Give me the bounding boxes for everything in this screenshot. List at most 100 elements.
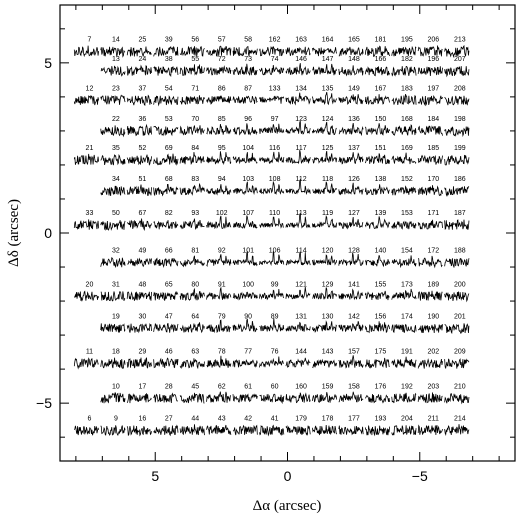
spectrum-trace bbox=[73, 219, 100, 230]
spectrum-trace bbox=[338, 321, 364, 333]
spectrum-trace bbox=[444, 323, 470, 335]
spectrum-trace bbox=[206, 391, 232, 403]
fiber-id-label: 85 bbox=[218, 116, 226, 123]
fiber-id-label: 191 bbox=[401, 349, 413, 356]
fiber-id-label: 92 bbox=[218, 248, 226, 255]
spectrum-trace bbox=[179, 287, 205, 301]
fiber-id-label: 159 bbox=[322, 383, 334, 390]
spectrum-trace bbox=[100, 357, 126, 369]
spectrum-trace bbox=[153, 95, 179, 107]
spectrum-trace bbox=[232, 424, 258, 436]
fiber-id-label: 9 bbox=[114, 415, 118, 422]
fiber-id-label: 52 bbox=[138, 145, 146, 152]
spectrum-trace bbox=[364, 45, 390, 57]
spectrum-trace bbox=[232, 95, 258, 104]
spectrum-trace bbox=[100, 185, 126, 197]
spectrum-trace bbox=[232, 181, 258, 196]
fiber-id-label: 202 bbox=[428, 349, 440, 356]
fiber-id-label: 190 bbox=[428, 313, 440, 320]
fiber-id-label: 27 bbox=[165, 415, 173, 422]
fiber-id-label: 21 bbox=[86, 145, 94, 152]
fiber-id-label: 199 bbox=[454, 145, 466, 152]
spectrum-trace bbox=[417, 290, 443, 301]
fiber-id-label: 178 bbox=[322, 415, 334, 422]
fiber-id-label: 43 bbox=[218, 415, 226, 422]
spectrum-trace bbox=[126, 184, 152, 196]
fiber-id-label: 152 bbox=[401, 176, 413, 183]
fiber-id-label: 170 bbox=[428, 176, 440, 183]
fiber-id-label: 101 bbox=[242, 248, 254, 255]
spectrum-trace bbox=[126, 291, 152, 301]
y-axis-title: Δδ (arcsec) bbox=[6, 199, 22, 267]
spectrum-trace bbox=[206, 286, 232, 300]
spectrum-trace bbox=[126, 64, 152, 76]
fiber-id-label: 106 bbox=[269, 248, 281, 255]
spectrum-trace bbox=[232, 291, 258, 301]
spectrum-trace bbox=[153, 357, 179, 369]
fiber-id-label: 55 bbox=[191, 56, 199, 63]
spectrum-trace bbox=[364, 425, 391, 437]
spectrum-trace bbox=[285, 251, 311, 266]
fiber-id-label: 157 bbox=[348, 349, 360, 356]
fiber-id-label: 11 bbox=[86, 349, 93, 356]
x-axis-title: Δα (arcsec) bbox=[253, 498, 322, 514]
spectrum-trace bbox=[153, 125, 179, 137]
spectrum-trace bbox=[179, 358, 205, 370]
fiber-id-label: 126 bbox=[348, 176, 360, 183]
spectrum-trace bbox=[338, 288, 364, 301]
spectrum-trace bbox=[391, 220, 417, 230]
fiber-id-label: 87 bbox=[244, 85, 252, 92]
fiber-id-label: 41 bbox=[271, 415, 279, 422]
spectrum-trace bbox=[259, 180, 285, 195]
spectrum-trace bbox=[126, 425, 152, 437]
spectrum-trace bbox=[444, 126, 470, 138]
spectrum-trace bbox=[259, 65, 285, 76]
spectrum-trace bbox=[285, 424, 311, 436]
spectrum-trace bbox=[444, 291, 470, 303]
spectrum-trace bbox=[179, 255, 205, 268]
fiber-id-label: 61 bbox=[244, 383, 252, 390]
spectrum-trace bbox=[259, 151, 285, 164]
fiber-id-label: 140 bbox=[375, 248, 387, 255]
fiber-id-label: 174 bbox=[401, 313, 413, 320]
fiber-id-label: 143 bbox=[322, 349, 334, 356]
spectrum-trace bbox=[417, 424, 443, 435]
fiber-id-label: 100 bbox=[242, 281, 254, 288]
fiber-id-label: 197 bbox=[428, 85, 440, 92]
fiber-id-label: 90 bbox=[244, 313, 252, 320]
fiber-id-label: 127 bbox=[348, 210, 360, 217]
fiber-id-label: 173 bbox=[401, 281, 413, 288]
fiber-id-label: 203 bbox=[428, 383, 440, 390]
fiber-id-label: 49 bbox=[138, 248, 146, 255]
fiber-id-label: 94 bbox=[218, 176, 226, 183]
fiber-id-label: 195 bbox=[401, 37, 413, 44]
fiber-id-label: 71 bbox=[191, 85, 199, 92]
spectrum-trace bbox=[206, 424, 232, 436]
spectrum-trace bbox=[179, 64, 205, 77]
spectrum-trace bbox=[285, 63, 311, 76]
fiber-id-label: 163 bbox=[295, 37, 307, 44]
fiber-id-label: 45 bbox=[191, 383, 199, 390]
spectrum-trace bbox=[259, 123, 285, 134]
fiber-id-label: 65 bbox=[165, 281, 173, 288]
fiber-id-label: 119 bbox=[322, 210, 333, 217]
spectrum-trace bbox=[153, 424, 179, 437]
fiber-id-label: 80 bbox=[191, 281, 199, 288]
fiber-id-label: 137 bbox=[348, 145, 360, 152]
fiber-id-label: 147 bbox=[322, 56, 334, 63]
spectrum-trace bbox=[126, 123, 152, 137]
fiber-id-label: 42 bbox=[244, 415, 252, 422]
fiber-id-label: 25 bbox=[138, 37, 146, 44]
spectrum-trace bbox=[417, 392, 443, 404]
spectrum-trace bbox=[259, 424, 285, 437]
spectrum-trace bbox=[179, 182, 205, 196]
spectrum-trace bbox=[444, 392, 470, 405]
spectrum-trace bbox=[232, 152, 258, 165]
spectrum-trace bbox=[285, 321, 311, 332]
fiber-id-label: 177 bbox=[348, 415, 360, 422]
fiber-id-label: 50 bbox=[112, 210, 120, 217]
spectrum-trace bbox=[126, 257, 152, 268]
spectrum-trace bbox=[391, 392, 417, 404]
spectrum-trace bbox=[285, 357, 311, 368]
fiber-id-label: 112 bbox=[295, 176, 306, 183]
